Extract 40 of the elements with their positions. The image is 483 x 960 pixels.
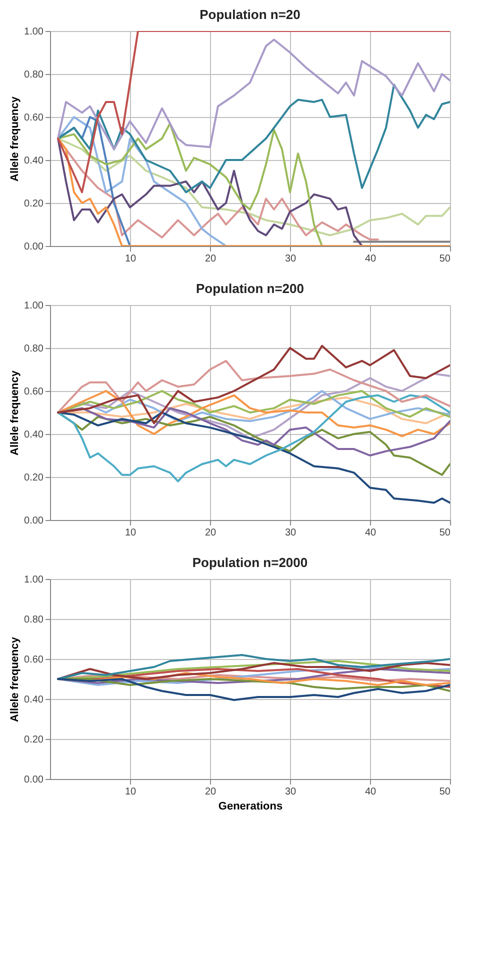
x-tick-label: 20 <box>204 254 216 264</box>
y-tick-label: 0.40 <box>24 430 44 440</box>
x-tick-label: 20 <box>204 786 216 798</box>
x-tick-label: 50 <box>439 254 451 264</box>
y-tick-label: 0.00 <box>24 774 44 786</box>
y-tick-label: 0.00 <box>24 516 44 526</box>
y-tick-label: 0.80 <box>24 614 44 626</box>
y-tick-label: 0.20 <box>24 198 44 210</box>
y-tick-label: 1.00 <box>24 300 44 312</box>
x-tick-label: 40 <box>364 786 376 798</box>
y-tick-label: 0.60 <box>24 112 44 124</box>
y-tick-label: 0.00 <box>24 242 44 252</box>
y-tick-label: 0.20 <box>24 472 44 484</box>
x-tick-label: 50 <box>439 528 451 538</box>
y-tick-label: 0.40 <box>24 156 44 166</box>
x-tick-label: 50 <box>439 786 451 798</box>
y-tick-label: 0.40 <box>24 694 44 706</box>
chart-title: Population n=2000 <box>192 555 308 570</box>
y-axis-title: Allele frequency <box>9 370 22 456</box>
x-tick-label: 10 <box>124 254 136 264</box>
x-tick-label: 30 <box>284 786 296 798</box>
x-tick-label: 10 <box>124 528 136 538</box>
y-tick-label: 0.60 <box>24 386 44 398</box>
x-tick-label: 30 <box>284 528 296 538</box>
x-tick-label: 40 <box>364 254 376 264</box>
y-tick-label: 0.80 <box>24 70 44 80</box>
y-tick-label: 0.60 <box>24 654 44 666</box>
chart-title: Population n=200 <box>196 281 304 296</box>
y-tick-label: 0.20 <box>24 734 44 746</box>
x-tick-label: 40 <box>364 528 376 538</box>
x-tick-label: 20 <box>204 528 216 538</box>
y-axis-title: Allele frequency <box>9 636 22 722</box>
x-axis-title: Generations <box>218 800 283 812</box>
y-axis-title: Allele frequency <box>9 96 22 182</box>
y-tick-label: 1.00 <box>24 574 44 586</box>
chart-title: Population n=20 <box>200 7 300 22</box>
y-tick-label: 0.80 <box>24 344 44 354</box>
y-tick-label: 1.00 <box>24 26 44 38</box>
x-tick-label: 10 <box>124 786 136 798</box>
x-tick-label: 30 <box>284 254 296 264</box>
